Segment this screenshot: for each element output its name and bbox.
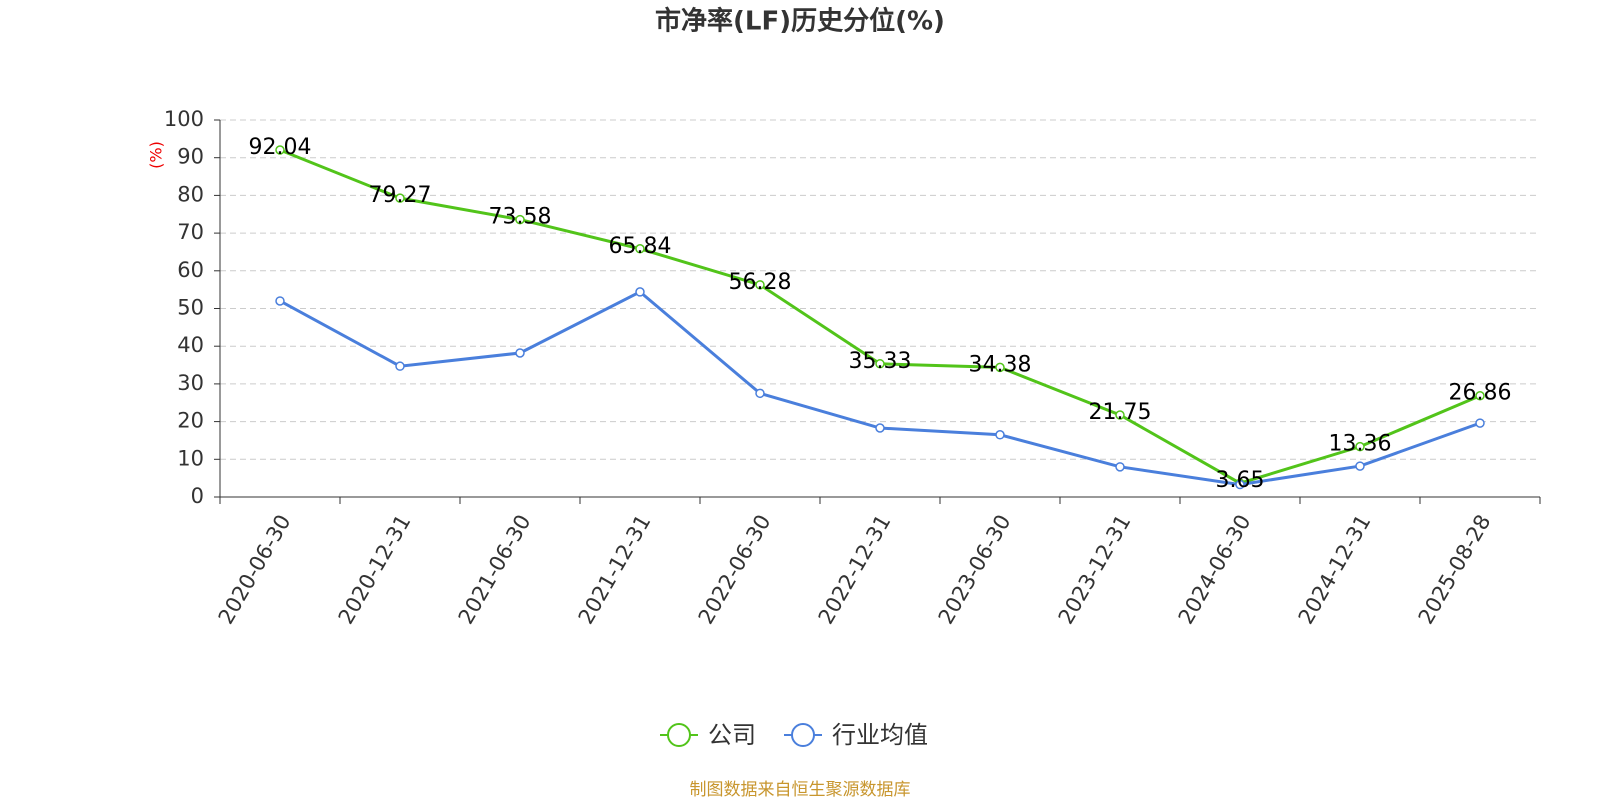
- series-line: [279, 148, 1481, 485]
- y-tick-label: 80: [177, 182, 204, 206]
- y-tick-label: 30: [177, 371, 204, 395]
- y-tick-label: 90: [177, 145, 204, 169]
- data-point: [995, 362, 1005, 373]
- data-point: [515, 214, 525, 225]
- y-tick-label: 70: [177, 220, 204, 244]
- x-tick-label: 2021-06-30: [454, 511, 536, 629]
- data-label: 73.58: [489, 205, 552, 230]
- y-tick-label: 50: [177, 296, 204, 320]
- x-tick-label: 2022-06-30: [694, 511, 776, 629]
- data-point: [755, 388, 765, 399]
- x-tick-label: 2020-12-31: [334, 511, 416, 629]
- x-tick-label: 2021-12-31: [574, 511, 656, 629]
- data-label: 3.65: [1216, 468, 1265, 493]
- data-point: [635, 244, 645, 254]
- data-point: [395, 361, 405, 371]
- source-note: 制图数据来自恒生聚源数据库: [690, 780, 911, 800]
- data-point: [1475, 390, 1485, 401]
- data-label: 26.86: [1449, 381, 1512, 406]
- x-tick-label: 2023-06-30: [934, 511, 1016, 629]
- data-point: [275, 296, 285, 306]
- data-point: [995, 430, 1005, 440]
- data-point: [1115, 410, 1125, 420]
- data-label: 92.04: [249, 135, 312, 160]
- x-tick-label: 2020-06-30: [214, 511, 296, 629]
- data-point: [1475, 418, 1485, 428]
- data-point: [395, 193, 405, 203]
- x-tick-label: 2025-08-28: [1414, 511, 1496, 629]
- data-label: 65.84: [609, 234, 672, 259]
- data-point: [275, 145, 285, 155]
- data-label: 35.33: [849, 349, 912, 374]
- y-tick-label: 60: [177, 258, 204, 282]
- data-point: [875, 423, 885, 433]
- data-point: [755, 280, 765, 290]
- legend-marker: [791, 723, 815, 747]
- data-label: 21.75: [1089, 400, 1152, 425]
- data-point: [1355, 441, 1365, 452]
- y-tick-label: 0: [191, 484, 204, 508]
- data-point: [515, 348, 525, 358]
- y-tick-label: 100: [164, 107, 204, 131]
- legend-marker: [667, 723, 691, 747]
- x-tick-label: 2023-12-31: [1054, 511, 1136, 629]
- x-tick-label: 2024-06-30: [1174, 511, 1256, 629]
- data-label: 34.38: [969, 352, 1032, 377]
- y-tick-label: 10: [177, 446, 204, 470]
- y-axis-label: (%): [147, 141, 166, 169]
- x-tick-label: 2022-12-31: [814, 511, 896, 629]
- legend-label: 行业均值: [832, 721, 928, 749]
- legend-label: 公司: [708, 721, 756, 749]
- data-label: 79.27: [369, 183, 432, 208]
- data-label: 13.36: [1329, 432, 1392, 457]
- data-point: [1355, 461, 1365, 471]
- x-tick-label: 2024-12-31: [1294, 511, 1376, 629]
- series-line: [279, 290, 1481, 487]
- data-point: [875, 359, 885, 369]
- data-point: [1115, 462, 1125, 472]
- chart-title: 市净率(LF)历史分位(%): [655, 6, 945, 37]
- y-tick-label: 20: [177, 409, 204, 433]
- data-point: [1235, 479, 1245, 490]
- data-label: 56.28: [729, 270, 792, 295]
- data-point: [635, 287, 645, 297]
- y-tick-label: 40: [177, 333, 204, 357]
